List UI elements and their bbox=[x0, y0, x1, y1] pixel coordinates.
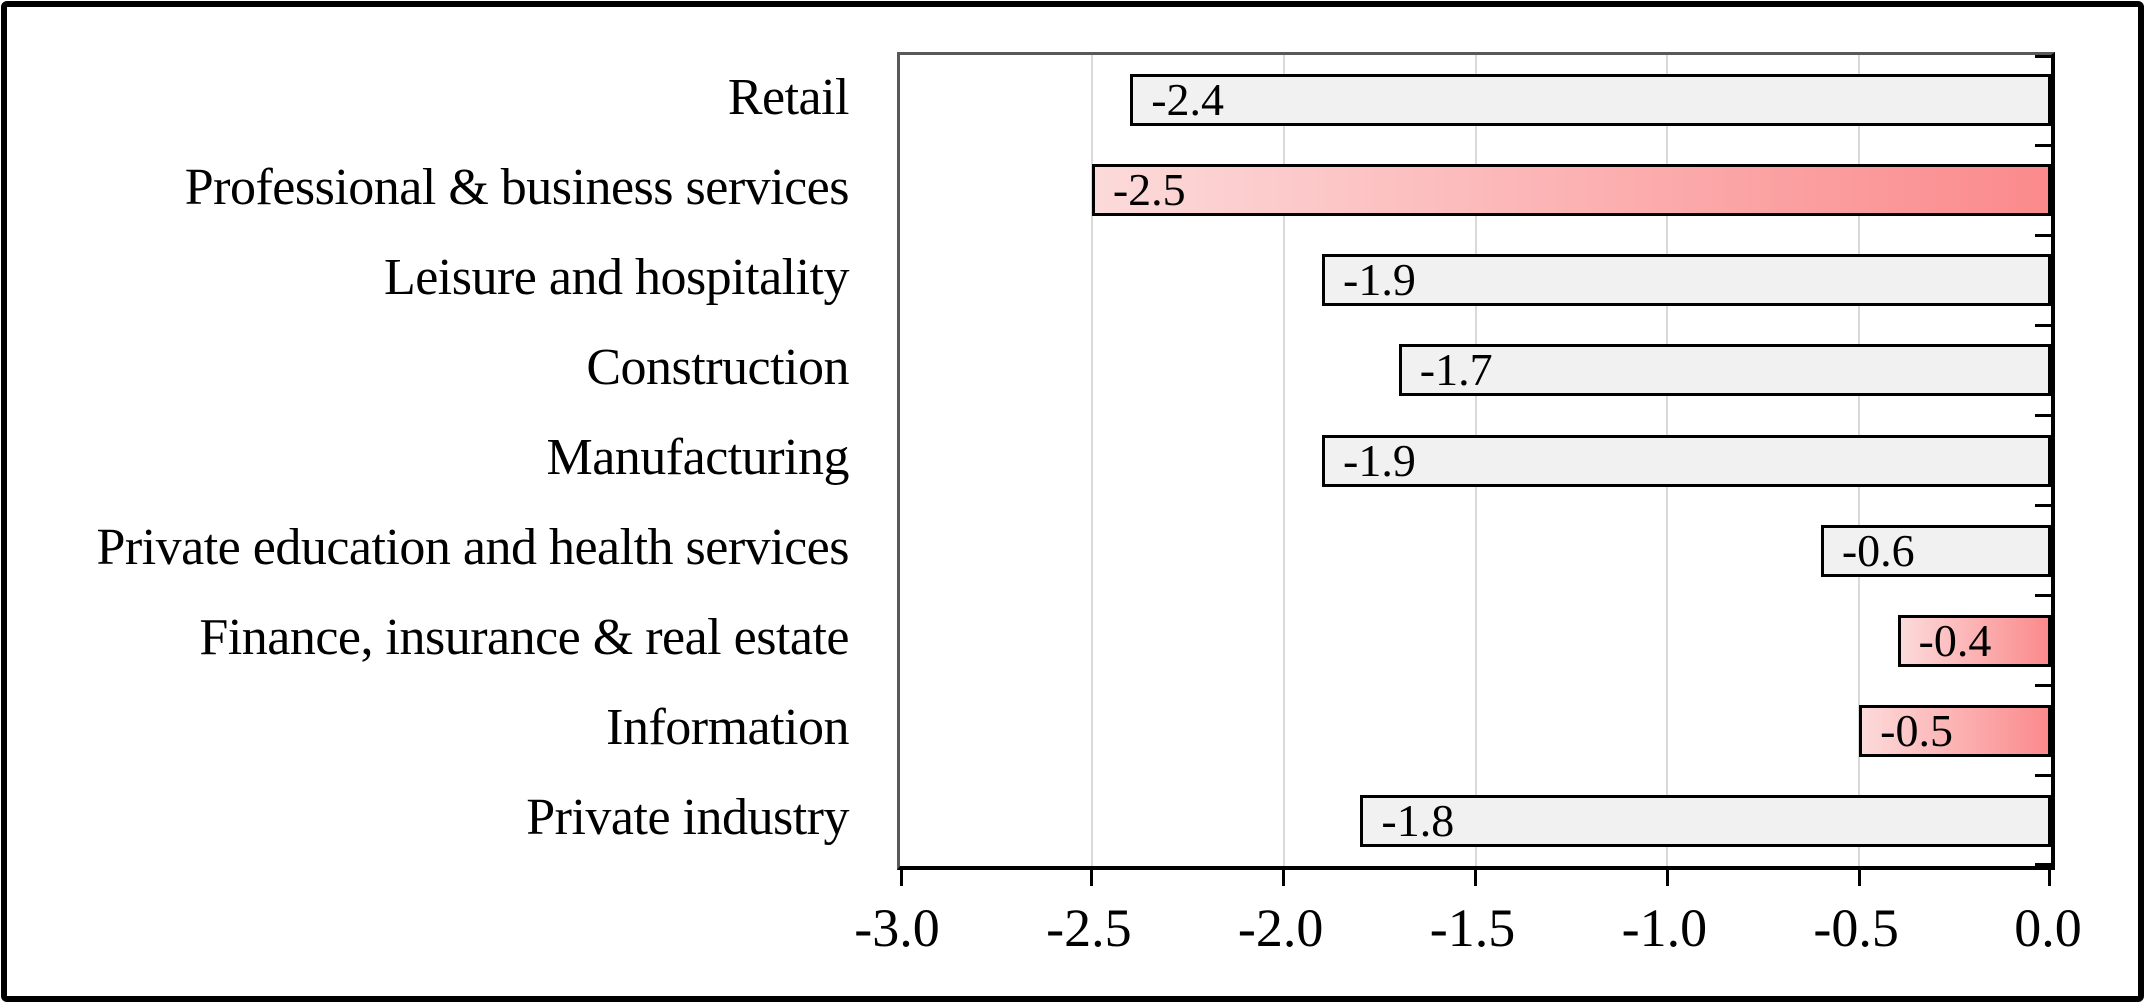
bar-leisure-and-hospitality: -1.9 bbox=[1322, 254, 2051, 307]
bar-retail: -2.4 bbox=[1130, 74, 2051, 127]
category-axis-tick bbox=[2035, 594, 2051, 598]
bar-value-label: -0.4 bbox=[1918, 614, 1992, 666]
value-axis-label--1.5: -1.5 bbox=[1429, 898, 1516, 958]
value-axis-tick--2 bbox=[1282, 870, 1286, 886]
value-axis-tick--2.5 bbox=[1090, 870, 1094, 886]
bar-information: -0.5 bbox=[1859, 704, 2051, 757]
category-axis-tick bbox=[2035, 143, 2051, 147]
bar-value-label: -1.9 bbox=[1343, 254, 1416, 306]
category-label-retail: Retail bbox=[727, 68, 850, 126]
category-axis-tick bbox=[2035, 684, 2051, 688]
category-label-professional-business-services: Professional & business services bbox=[184, 158, 850, 216]
category-axis-labels: Retail Professional & business services Le… bbox=[10, 52, 873, 870]
category-axis-tick bbox=[2035, 863, 2051, 866]
category-axis-tick bbox=[2035, 504, 2051, 508]
value-axis-label--1: -1.0 bbox=[1621, 898, 1708, 958]
category-label-leisure-and-hospitality: Leisure and hospitality bbox=[383, 248, 850, 306]
value-axis-tick--1.5 bbox=[1474, 870, 1477, 886]
gridline--2 bbox=[1282, 55, 1285, 866]
category-label-information: Information bbox=[606, 699, 849, 757]
bar-value-label: -1.9 bbox=[1343, 434, 1416, 486]
category-label-manufacturing: Manufacturing bbox=[546, 428, 849, 486]
category-axis-tick bbox=[2035, 774, 2051, 778]
bar-value-label: -0.5 bbox=[1880, 704, 1953, 756]
category-label-private-industry: Private industry bbox=[526, 789, 849, 847]
category-label-finance-insurance-real-estate: Finance, insurance & real estate bbox=[199, 609, 849, 667]
value-axis-labels: -3.0 -2.5 -2.0 -1.5 -1.0 -0.5 0.0 bbox=[854, 893, 2081, 973]
value-axis-label--3: -3.0 bbox=[854, 898, 940, 958]
bar-finance-insurance-real-estate: -0.4 bbox=[1897, 614, 2051, 667]
value-axis-label-0: 0.0 bbox=[2014, 898, 2082, 958]
bar-value-label: -2.4 bbox=[1151, 74, 1225, 126]
bar-professional-business-services: -2.5 bbox=[1091, 164, 2051, 217]
gridline--2.5 bbox=[1090, 55, 1093, 866]
bar-private-education-and-health-services: -0.6 bbox=[1820, 524, 2051, 577]
value-axis-tick--3 bbox=[900, 870, 903, 886]
plot-area: -2.4 -2.5 -1.9 -1.7 -1.9 -0.6 -0.4 -0.5 -1.8 bbox=[897, 52, 2055, 886]
bar-construction: -1.7 bbox=[1398, 344, 2051, 397]
value-axis-label--2: -2.0 bbox=[1237, 898, 1324, 958]
value-axis-label--0.5: -0.5 bbox=[1813, 898, 1899, 958]
category-label-construction: Construction bbox=[586, 338, 849, 396]
bar-manufacturing: -1.9 bbox=[1322, 434, 2051, 487]
value-axis-tick--0.5 bbox=[1857, 870, 1861, 886]
category-axis-tick bbox=[2035, 323, 2051, 327]
bar-value-label: -1.7 bbox=[1419, 344, 1493, 396]
value-axis-label--2.5: -2.5 bbox=[1046, 898, 1132, 958]
bar-value-label: -1.8 bbox=[1381, 794, 1455, 846]
category-axis-tick bbox=[2035, 413, 2051, 417]
value-axis-tick-0 bbox=[2048, 870, 2051, 886]
value-axis-tick--1 bbox=[1665, 870, 1669, 886]
bar-private-industry: -1.8 bbox=[1360, 794, 2051, 847]
category-axis-tick bbox=[2035, 55, 2051, 58]
category-label-private-education-and-health-services: Private education and health services bbox=[96, 519, 849, 577]
bar-value-label: -0.6 bbox=[1841, 524, 1915, 576]
bar-value-label: -2.5 bbox=[1112, 164, 1186, 216]
category-axis-tick bbox=[2035, 233, 2051, 237]
